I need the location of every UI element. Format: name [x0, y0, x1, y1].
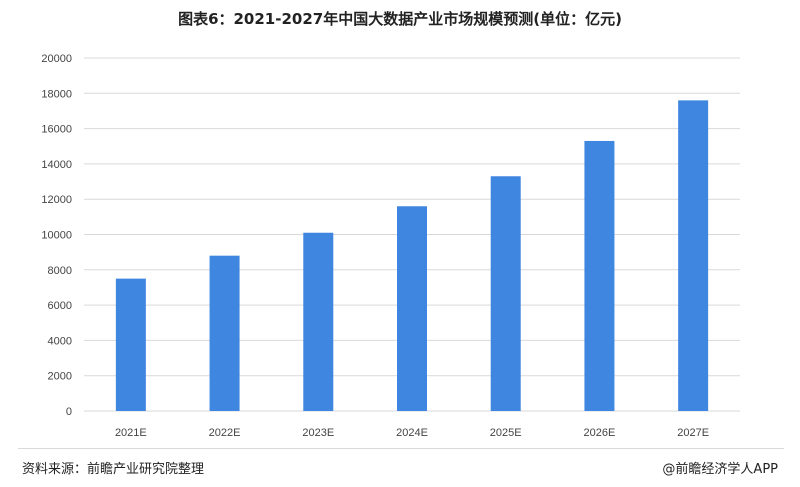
y-tick-label: 14000	[41, 159, 72, 171]
y-tick-label: 6000	[48, 300, 72, 312]
y-tick-label: 0	[66, 406, 72, 418]
y-tick-label: 8000	[48, 265, 72, 277]
bar-series	[115, 100, 709, 412]
bar-2021E	[115, 278, 146, 411]
x-tick-label: 2022E	[209, 427, 241, 439]
chart-title: 图表6：2021-2027年中国大数据产业市场规模预测(单位：亿元)	[178, 10, 622, 28]
y-tick-label: 2000	[48, 371, 72, 383]
y-tick-label: 4000	[48, 335, 72, 347]
footer-divider	[18, 448, 784, 449]
brand-credit: @前瞻经济学人APP	[662, 462, 778, 477]
y-tick-label: 20000	[41, 53, 72, 65]
bar-2023E	[303, 232, 334, 411]
bar-2022E	[209, 255, 240, 411]
bar-2024E	[397, 206, 427, 411]
x-tick-label: 2025E	[490, 427, 522, 439]
x-tick-label: 2023E	[302, 427, 334, 439]
x-axis-ticks: 2021E 2022E 2023E 2024E 2025E 2026E 2027E	[115, 427, 709, 439]
bar-2027E	[678, 100, 709, 412]
y-tick-label: 10000	[41, 230, 72, 242]
x-tick-label: 2026E	[584, 427, 616, 439]
y-tick-label: 12000	[41, 194, 72, 206]
y-axis-ticks: 0 2000 4000 6000 8000 10000 12000 14000 16000 180…	[41, 53, 72, 418]
bar-2026E	[584, 140, 615, 411]
x-tick-label: 2027E	[677, 427, 709, 439]
y-tick-label: 16000	[41, 124, 72, 136]
x-tick-label: 2024E	[396, 427, 428, 439]
x-tick-label: 2021E	[115, 427, 147, 439]
y-tick-label: 18000	[41, 88, 72, 100]
bar-2025E	[490, 176, 521, 411]
source-note: 资料来源：前瞻产业研究院整理	[22, 462, 205, 477]
